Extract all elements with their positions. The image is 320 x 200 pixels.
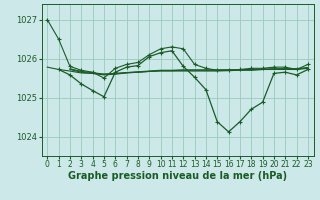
X-axis label: Graphe pression niveau de la mer (hPa): Graphe pression niveau de la mer (hPa) (68, 171, 287, 181)
